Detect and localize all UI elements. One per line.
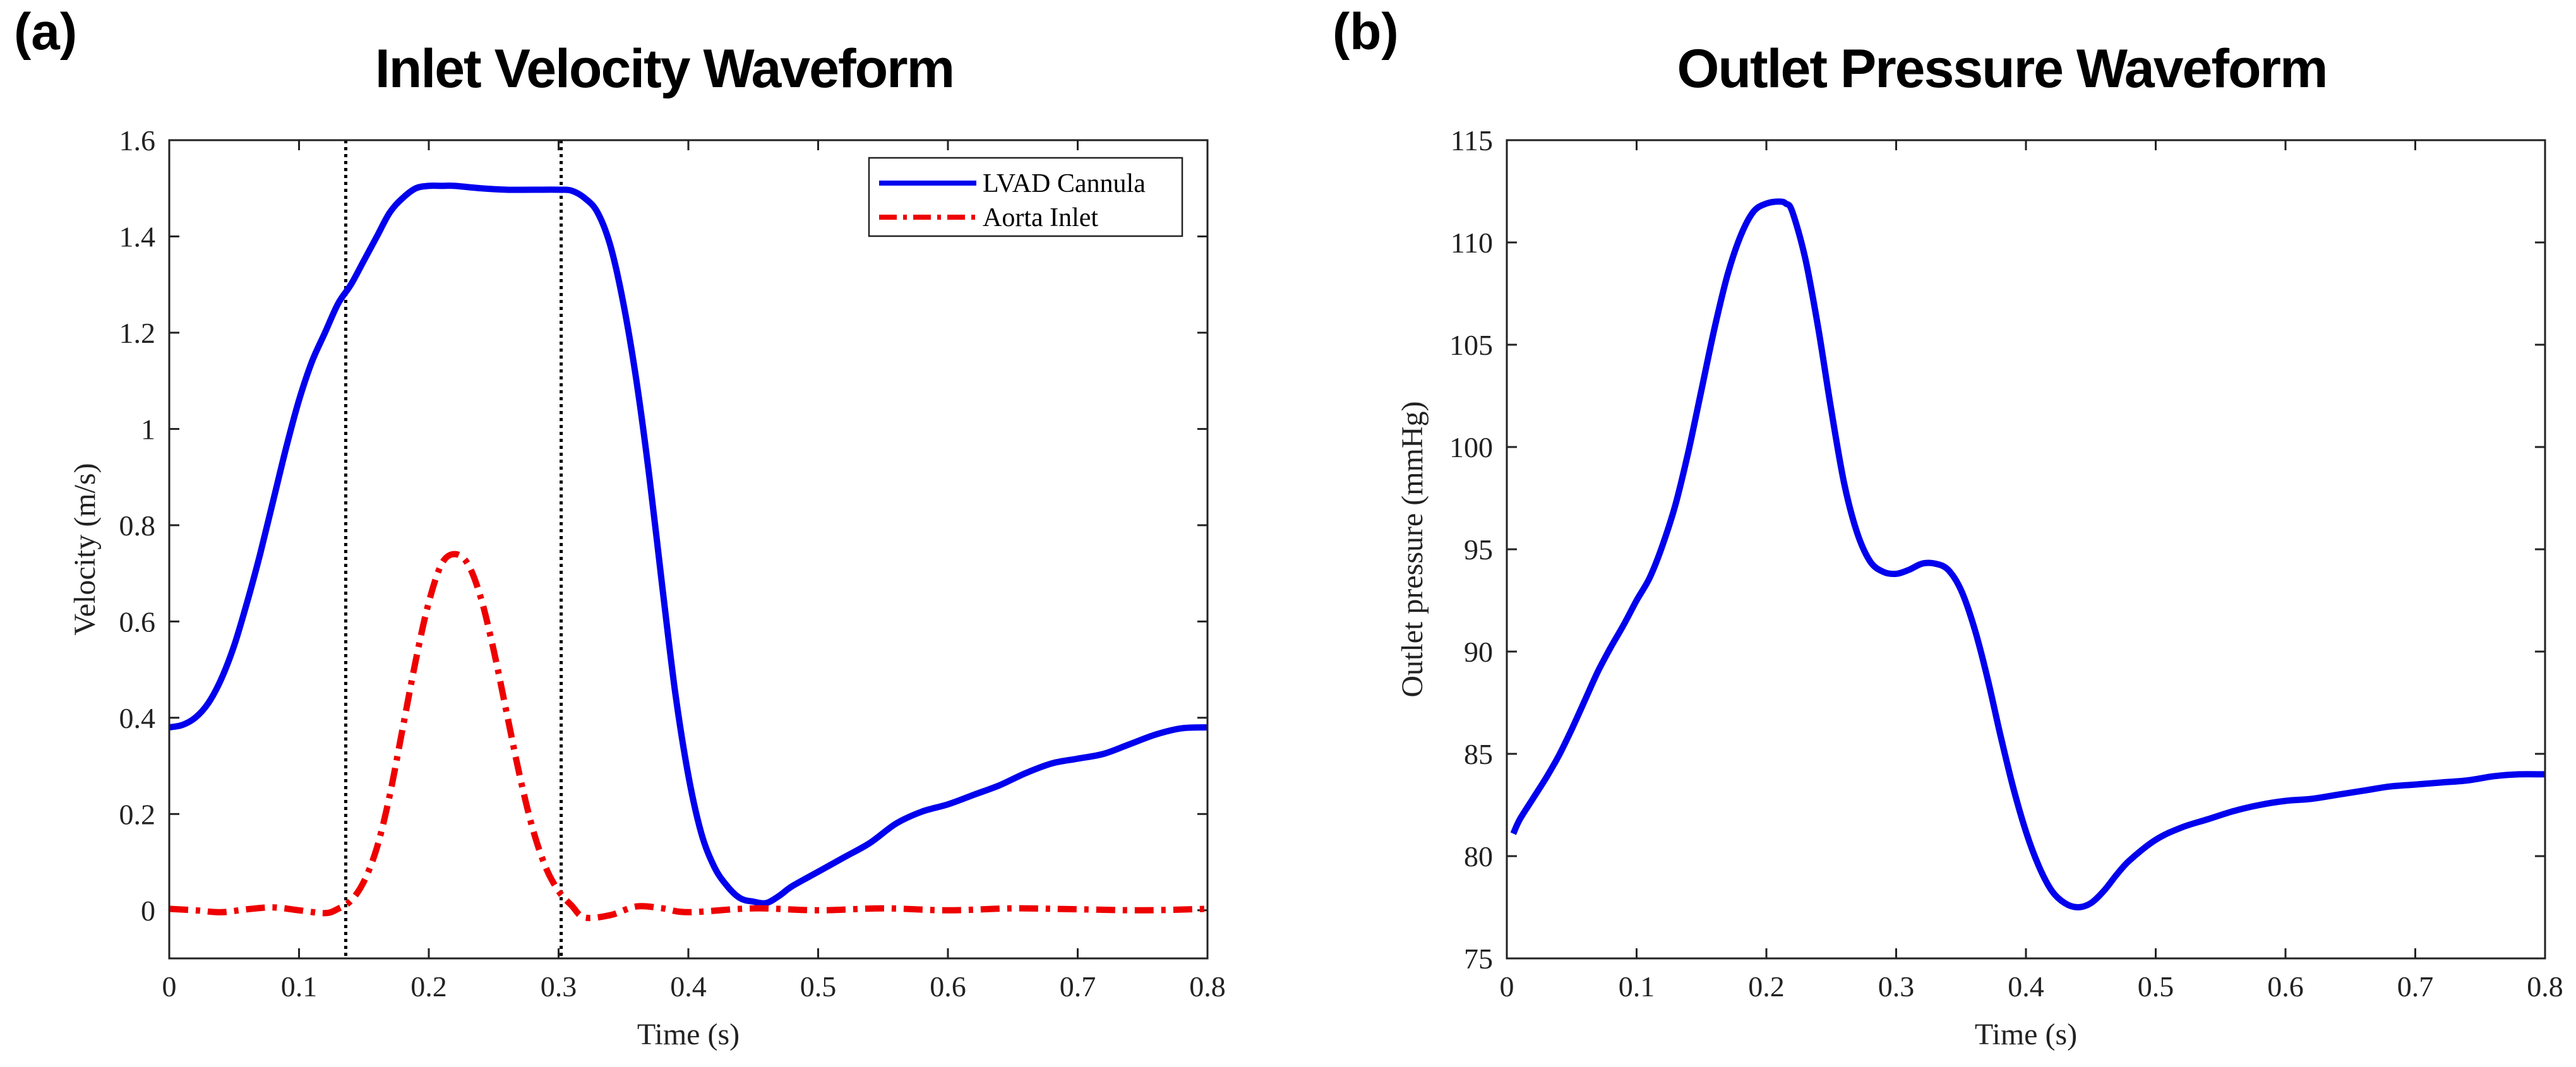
chart-a-xtick-label: 0.4: [670, 970, 707, 1003]
chart-a-xtick-label: 0.1: [281, 970, 318, 1003]
plot-b-area: 0 0.1 0.2 0.3 0.4 0.5 0.6 0.7 0.8 75 80 85 90 95 100 10…: [1449, 124, 2563, 1003]
chart-a-xtick-label: 0.6: [930, 970, 966, 1003]
panel-b: (b) Outlet Pressure Waveform 0 0.1 0.2 0.3 0…: [1333, 3, 2563, 1051]
chart-b-xtick-label: 0.2: [1748, 970, 1785, 1003]
chart-a-xtick-label: 0: [162, 970, 177, 1003]
chart-a-xtick-label: 0.2: [410, 970, 447, 1003]
chart-a-xlabel: Time (s): [637, 1018, 740, 1051]
series-line-outlet-pressure: [1510, 198, 2546, 910]
series-line-lvad-cannula: [168, 182, 1208, 907]
series-line-aorta-inlet: [169, 551, 1208, 922]
chart-a-xtick-label: 0.5: [800, 970, 837, 1003]
chart-b-title: Outlet Pressure Waveform: [1677, 39, 2327, 99]
chart-b-ytick-label: 100: [1449, 431, 1493, 463]
legend-a-box: [868, 157, 1183, 237]
chart-a-ytick-label: 0.4: [119, 702, 156, 734]
legend-label-aorta-inlet: Aorta Inlet: [983, 203, 1098, 232]
chart-b-ytick-label: 90: [1464, 636, 1493, 668]
chart-b-ytick-label: 75: [1464, 943, 1493, 975]
panel-a: (a) Inlet Velocity Waveform 0 0.1 0.2 0.3 0.…: [14, 3, 1226, 1051]
chart-b-xtick-label: 0.1: [1619, 970, 1655, 1003]
chart-b-xtick-label: 0.6: [2267, 970, 2304, 1003]
chart-a-xtick-label: 0.3: [541, 970, 577, 1003]
chart-b-ytick-label: 80: [1464, 840, 1493, 873]
chart-a-ylabel: Velocity (m/s): [68, 463, 102, 635]
chart-b-xtick-label: 0: [1500, 970, 1514, 1003]
chart-b-ylabel: Outlet pressure (mmHg): [1396, 401, 1429, 697]
plot-a-axes-box: [168, 139, 1209, 960]
chart-b-xtick-label: 0.5: [2138, 970, 2174, 1003]
plot-b-axes-box: [1506, 139, 2546, 960]
chart-a-ytick-label: 0.6: [119, 605, 156, 638]
chart-b-ytick-label: 105: [1449, 329, 1493, 361]
chart-a-ytick-label: 1.2: [119, 317, 156, 349]
chart-b-xtick-label: 0.4: [2008, 970, 2044, 1003]
chart-a-ytick-label: 0: [141, 895, 155, 927]
plot-a-area: 0 0.1 0.2 0.3 0.4 0.5 0.6 0.7 0.8 0 0.2 0.4 0.6 0.8 1 1…: [119, 124, 1226, 1003]
chart-a-title: Inlet Velocity Waveform: [375, 39, 954, 99]
panel-a-letter: (a): [14, 3, 77, 61]
chart-b-ytick-label: 110: [1451, 227, 1493, 259]
legend-a: LVAD Cannula Aorta Inlet: [868, 157, 1183, 237]
chart-b-ytick-label: 115: [1451, 124, 1493, 157]
chart-a-ytick-label: 1: [141, 413, 155, 445]
panel-b-letter: (b): [1333, 3, 1399, 61]
chart-b-xtick-label: 0.7: [2397, 970, 2434, 1003]
chart-b-xlabel: Time (s): [1975, 1018, 2077, 1051]
chart-b-xtick-label: 0.3: [1878, 970, 1915, 1003]
chart-a-ytick-label: 1.4: [119, 220, 156, 253]
legend-label-lvad-cannula: LVAD Cannula: [983, 169, 1146, 198]
chart-b-xtick-label: 0.8: [2527, 970, 2563, 1003]
chart-a-xtick-label: 0.8: [1189, 970, 1226, 1003]
chart-a-ytick-label: 0.2: [119, 798, 156, 830]
chart-a-xtick-label: 0.7: [1060, 970, 1096, 1003]
chart-b-ytick-label: 85: [1464, 738, 1493, 770]
chart-a-ytick-label: 1.6: [119, 124, 156, 157]
chart-a-ytick-label: 0.8: [119, 510, 156, 542]
chart-b-ytick-label: 95: [1464, 534, 1493, 566]
